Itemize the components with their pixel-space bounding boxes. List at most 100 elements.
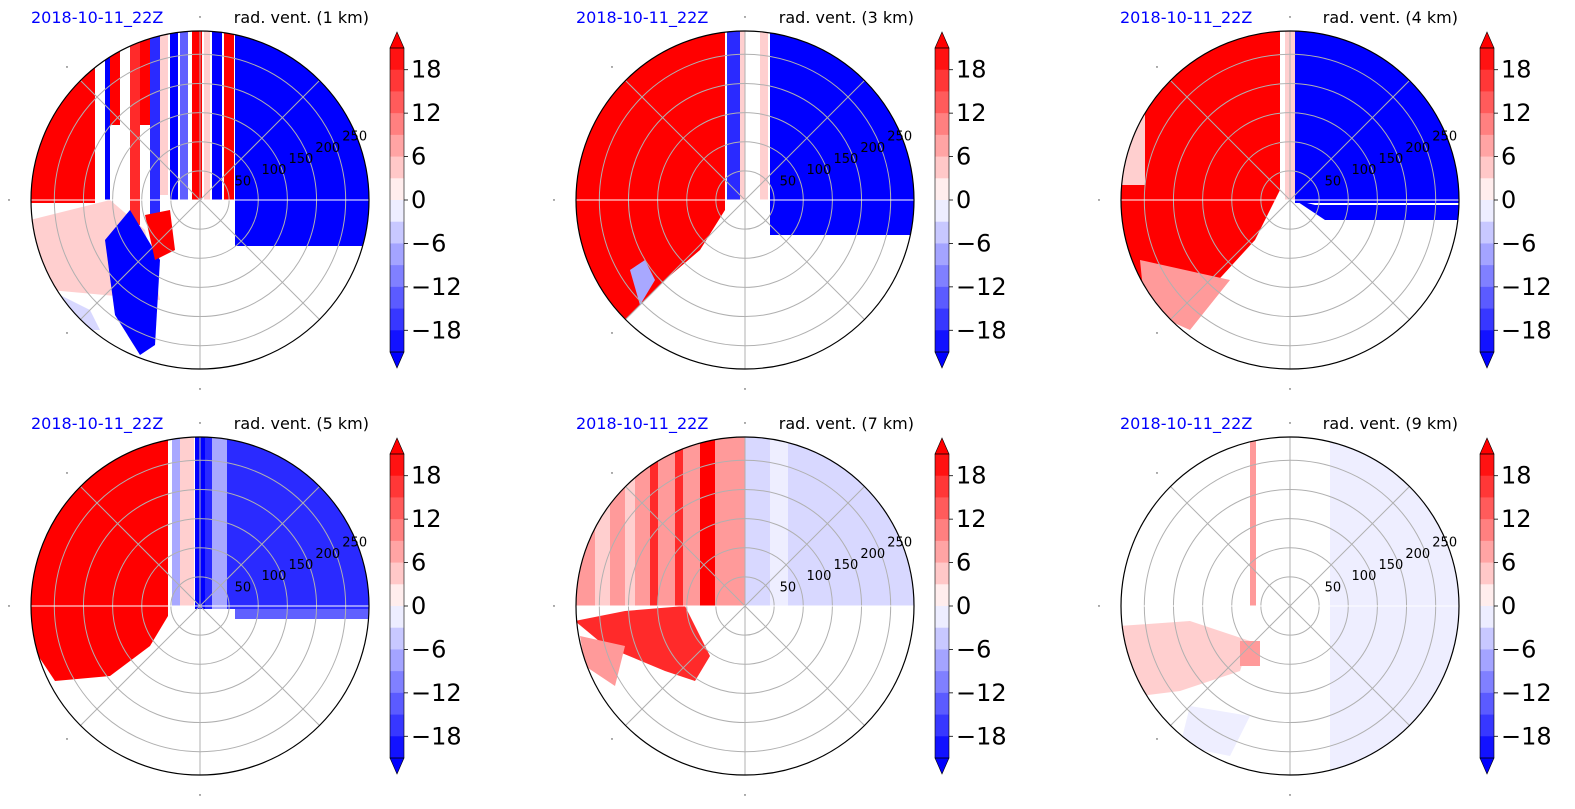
colorbar-level xyxy=(935,649,949,672)
colorbar-panel-2: 18 12 6 0 −6 −12 −18 xyxy=(934,31,1007,369)
field-blue-east xyxy=(235,198,369,246)
colorbar-level xyxy=(1480,243,1494,266)
colorbar-extend-max xyxy=(389,437,405,455)
colorbar-level xyxy=(935,692,949,716)
panel-3-date: 2018-10-11_22Z xyxy=(1120,8,1253,27)
grid-spoke xyxy=(625,486,746,607)
field-lav-patch xyxy=(630,260,655,305)
colorbar-tick-label: −18 xyxy=(956,722,1007,750)
colorbar-tick-label: 18 xyxy=(411,462,442,490)
colorbar-level xyxy=(1480,178,1494,201)
colorbar-level xyxy=(1480,134,1494,158)
tick-mark xyxy=(1156,66,1158,68)
colorbar-level xyxy=(390,475,404,498)
field-red-west xyxy=(31,31,95,203)
stripe xyxy=(170,31,178,200)
tick-mark xyxy=(744,388,746,390)
colorbar-tick-label: 0 xyxy=(1501,186,1516,214)
colorbar-tick-label: 12 xyxy=(1501,99,1532,127)
polar-field-panel-5 xyxy=(576,437,914,686)
stripe xyxy=(180,437,194,606)
colorbar-level xyxy=(390,736,404,759)
tick-mark xyxy=(66,332,68,334)
radial-tick-label: 150 xyxy=(833,152,858,167)
colorbar-tick-label: −6 xyxy=(956,229,991,257)
colorbar-level xyxy=(1480,540,1494,564)
colorbar-level xyxy=(1480,265,1494,288)
colorbar-extend-min xyxy=(389,351,405,369)
tick-mark xyxy=(611,472,613,474)
stripe xyxy=(105,31,110,200)
polar-frame xyxy=(575,436,915,776)
colorbar-extend-min xyxy=(1479,757,1495,775)
colorbar-level xyxy=(1480,330,1494,353)
polar-frame xyxy=(30,30,370,370)
radial-tick-label: 200 xyxy=(315,141,340,156)
colorbar-extend-min xyxy=(934,351,950,369)
colorbar-level xyxy=(1480,649,1494,672)
colorbar-level xyxy=(935,265,949,288)
radial-tick-label: 150 xyxy=(288,152,313,167)
colorbar-level xyxy=(1480,692,1494,716)
radial-tick-label: 250 xyxy=(887,536,912,551)
panel-6-title: rad. vent. (9 km) xyxy=(1322,414,1458,433)
colorbar-level xyxy=(1480,221,1494,244)
field-pink-sw xyxy=(580,636,625,686)
radial-tick-label: 50 xyxy=(235,174,252,189)
field-pink-patch xyxy=(1240,641,1260,666)
colorbar-level xyxy=(390,48,404,71)
grid-spoke xyxy=(1170,80,1291,201)
colorbar-level xyxy=(935,736,949,759)
colorbar-level xyxy=(390,178,404,201)
grid-spoke xyxy=(625,605,746,726)
radial-tick-label: 100 xyxy=(807,163,832,178)
polar-frame xyxy=(1120,436,1460,776)
colorbar-level xyxy=(1480,475,1494,498)
tick-mark xyxy=(1098,605,1100,607)
stripe xyxy=(235,609,369,619)
colorbar-level xyxy=(390,330,404,353)
radial-tick-label: 200 xyxy=(1405,141,1430,156)
colorbar-extend-max xyxy=(389,31,405,49)
stripe xyxy=(235,437,369,609)
colorbar-level xyxy=(1480,562,1494,585)
field-blue-edge xyxy=(1295,200,1459,220)
colorbar-tick-label: −12 xyxy=(1501,273,1552,301)
colorbar-level xyxy=(935,562,949,585)
colorbar-extend-max xyxy=(934,31,950,49)
stripe xyxy=(130,31,140,225)
tick-mark xyxy=(744,16,746,18)
colorbar-level xyxy=(935,519,949,542)
grid-spoke xyxy=(80,486,201,607)
colorbar-level xyxy=(390,286,404,310)
grid-spoke xyxy=(1289,80,1410,201)
radial-tick-label: 150 xyxy=(1378,558,1403,573)
colorbar-level xyxy=(1480,606,1494,629)
grid-spoke xyxy=(744,199,865,320)
stripe xyxy=(150,31,160,225)
stripe xyxy=(625,437,635,606)
colorbar-level xyxy=(935,671,949,694)
colorbar-level xyxy=(935,286,949,310)
grid-spoke xyxy=(625,80,746,201)
colorbar-tick-label: 6 xyxy=(411,549,426,577)
stripe xyxy=(160,31,168,195)
stripe xyxy=(675,437,683,606)
stripe xyxy=(224,31,234,200)
colorbar-level xyxy=(935,584,949,607)
colorbar-tick-label: −6 xyxy=(411,229,446,257)
stripe xyxy=(727,31,743,200)
colorbar-level xyxy=(1480,286,1494,310)
colorbar-level xyxy=(390,606,404,629)
colorbar-level xyxy=(390,714,404,737)
colorbar-level xyxy=(390,243,404,266)
radial-tick-label: 150 xyxy=(1378,152,1403,167)
grid-spoke xyxy=(80,199,201,320)
radial-tick-label: 100 xyxy=(1352,163,1377,178)
colorbar-tick-label: −12 xyxy=(956,273,1007,301)
grid-spoke xyxy=(625,199,746,320)
field-blue-ne xyxy=(1295,31,1459,203)
